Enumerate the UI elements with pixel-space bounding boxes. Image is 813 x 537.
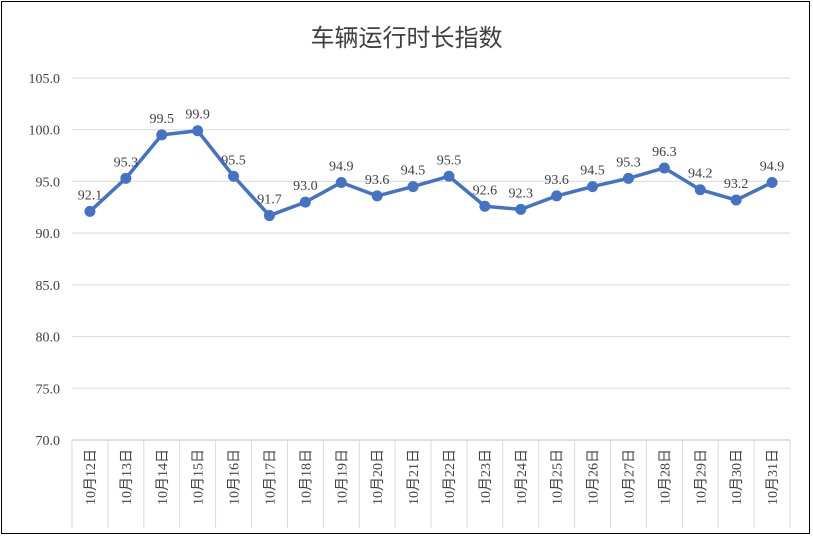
y-tick-label: 95.0 bbox=[36, 175, 61, 190]
x-tick-label: 10月16日 bbox=[227, 449, 243, 505]
data-label: 99.5 bbox=[150, 112, 175, 127]
y-axis-tick-labels: 70.0 75.0 80.0 85.0 90.0 95.0 100.0 105.0 bbox=[29, 72, 61, 449]
x-tick-label: 10月30日 bbox=[729, 449, 745, 505]
data-point bbox=[587, 181, 599, 193]
x-tick-label: 10月13日 bbox=[119, 449, 135, 505]
x-axis bbox=[71, 439, 791, 528]
data-label: 93.0 bbox=[293, 179, 318, 194]
data-point bbox=[299, 196, 311, 208]
data-label: 94.2 bbox=[688, 167, 713, 182]
data-point bbox=[371, 190, 383, 202]
data-point bbox=[192, 125, 204, 137]
x-axis-tick-labels: 10月12日 10月13日 10月14日 10月15日 10月16日 10月17日 10月1… bbox=[83, 449, 781, 505]
x-tick-label: 10月26日 bbox=[586, 449, 602, 505]
data-label: 95.3 bbox=[616, 155, 641, 170]
data-label: 94.9 bbox=[329, 159, 354, 174]
data-point bbox=[694, 184, 706, 196]
data-point bbox=[443, 170, 455, 182]
x-tick-label: 10月27日 bbox=[621, 449, 637, 505]
data-label: 93.6 bbox=[365, 173, 390, 188]
x-tick-label: 10月19日 bbox=[334, 449, 350, 505]
data-label: 96.3 bbox=[652, 145, 677, 160]
y-tick-label: 80.0 bbox=[36, 331, 61, 346]
data-point bbox=[551, 190, 563, 202]
x-tick-label: 10月14日 bbox=[155, 449, 171, 505]
data-point bbox=[622, 172, 634, 184]
y-tick-label: 90.0 bbox=[36, 227, 61, 242]
data-label: 92.1 bbox=[78, 188, 103, 203]
data-point bbox=[515, 203, 527, 215]
y-tick-label: 105.0 bbox=[29, 72, 61, 87]
data-point bbox=[228, 170, 240, 182]
x-tick-label: 10月31日 bbox=[765, 449, 781, 505]
data-point bbox=[156, 129, 168, 141]
y-tick-label: 70.0 bbox=[36, 434, 61, 449]
x-tick-label: 10月28日 bbox=[657, 449, 673, 505]
x-tick-label: 10月22日 bbox=[442, 449, 458, 505]
series-points bbox=[84, 125, 778, 222]
data-label: 93.2 bbox=[724, 177, 749, 192]
data-label: 92.6 bbox=[473, 183, 498, 198]
y-tick-label: 75.0 bbox=[36, 382, 61, 397]
data-label: 93.6 bbox=[544, 173, 569, 188]
data-point bbox=[84, 205, 96, 217]
x-tick-label: 10月18日 bbox=[298, 449, 314, 505]
gridlines bbox=[72, 77, 790, 389]
y-tick-label: 100.0 bbox=[29, 124, 61, 139]
x-tick-label: 10月17日 bbox=[262, 449, 278, 505]
data-point bbox=[658, 162, 670, 174]
chart-title: 车辆运行时长指数 bbox=[310, 24, 503, 52]
data-point bbox=[730, 194, 742, 206]
data-label: 95.3 bbox=[114, 155, 139, 170]
x-tick-label: 10月20日 bbox=[370, 449, 386, 505]
x-tick-label: 10月15日 bbox=[191, 449, 207, 505]
data-point bbox=[335, 176, 347, 188]
data-label: 94.9 bbox=[760, 159, 785, 174]
data-point bbox=[407, 181, 419, 193]
y-tick-label: 85.0 bbox=[36, 279, 61, 294]
x-tick-label: 10月23日 bbox=[478, 449, 494, 505]
data-point bbox=[120, 172, 132, 184]
x-tick-label: 10月29日 bbox=[693, 449, 709, 505]
series-line bbox=[88, 128, 774, 218]
data-label: 99.9 bbox=[185, 108, 210, 123]
series-polyline bbox=[88, 128, 774, 218]
data-label: 95.5 bbox=[437, 153, 462, 168]
data-label: 91.7 bbox=[257, 193, 282, 208]
data-labels: 92.1 95.3 99.5 99.9 95.5 91.7 93.0 94.9 93.6 94.5… bbox=[78, 108, 785, 208]
x-tick-label: 10月24日 bbox=[514, 449, 530, 505]
data-point bbox=[263, 210, 275, 222]
x-tick-label: 10月25日 bbox=[550, 449, 566, 505]
data-label: 94.5 bbox=[401, 164, 426, 179]
data-point bbox=[479, 200, 491, 212]
x-tick-label: 10月12日 bbox=[83, 449, 99, 505]
data-point bbox=[766, 176, 778, 188]
x-tick-label: 10月21日 bbox=[406, 449, 422, 505]
data-label: 92.3 bbox=[509, 186, 534, 201]
data-label: 95.5 bbox=[221, 153, 246, 168]
data-label: 94.5 bbox=[580, 164, 605, 179]
